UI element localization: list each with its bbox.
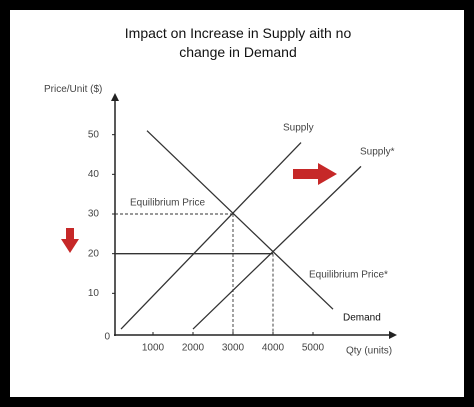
- price-drop-arrow: [61, 228, 79, 253]
- x-tick-label: 3000: [222, 343, 245, 354]
- x-tick-label: 1000: [142, 343, 165, 354]
- y-tick-label: 0: [104, 332, 110, 343]
- y-tick-label: 30: [88, 209, 100, 220]
- x-axis-label: Qty (units): [346, 346, 392, 357]
- x-tick-label: 5000: [302, 343, 325, 354]
- y-tick-label: 10: [88, 288, 100, 299]
- series-line: [146, 130, 334, 310]
- x-tick-label: 2000: [182, 343, 205, 354]
- series-line: [120, 142, 302, 330]
- y-tick-label: 40: [88, 169, 100, 180]
- panel: [10, 10, 464, 397]
- y-tick-label: 20: [88, 248, 100, 259]
- annotation: Equilibrium Price*: [309, 270, 388, 281]
- series-label: Supply: [283, 123, 314, 134]
- series-line: [192, 165, 362, 330]
- shift-arrow: [293, 163, 337, 185]
- x-tick-label: 4000: [262, 343, 285, 354]
- y-tick-label: 50: [88, 129, 100, 140]
- y-axis-label: Price/Unit ($): [44, 84, 103, 95]
- chart-title: Impact on Increase in Supply aith no cha…: [124, 25, 352, 60]
- series-label: Supply*: [360, 147, 395, 158]
- series-label: Demand: [343, 313, 381, 324]
- annotation: Equilibrium Price: [130, 198, 205, 209]
